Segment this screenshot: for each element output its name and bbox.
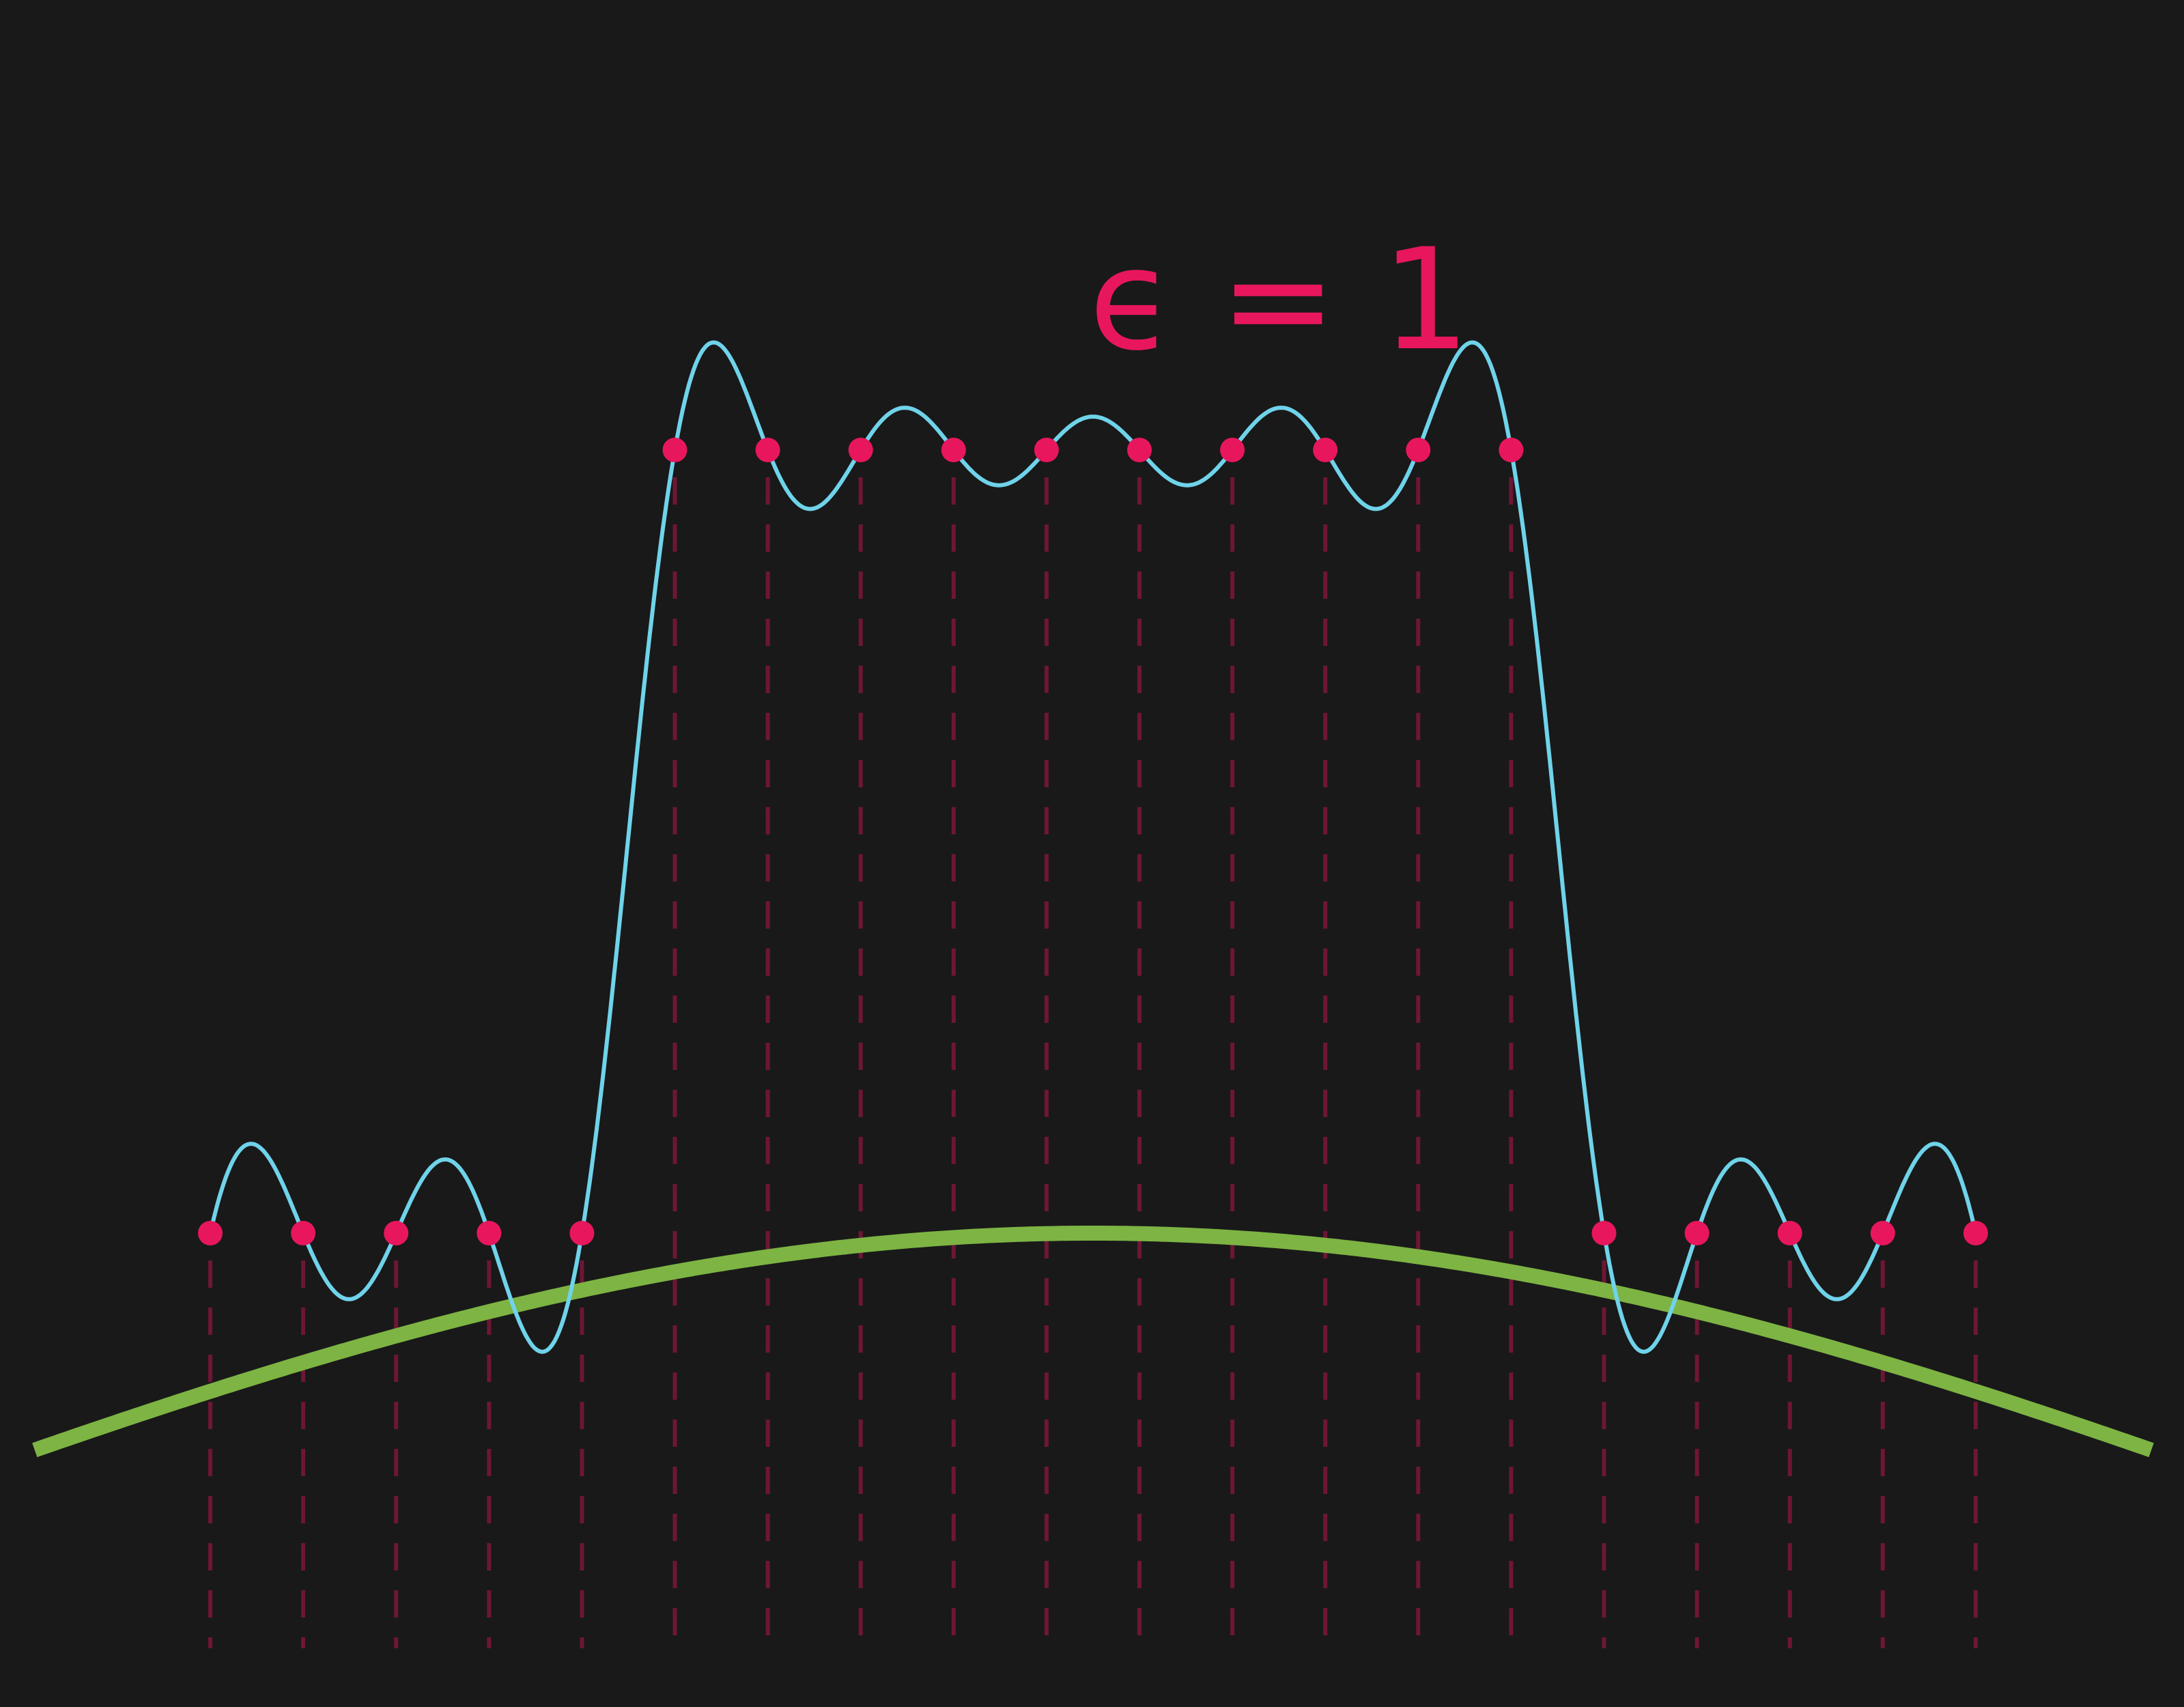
node-point bbox=[662, 438, 687, 462]
interpolant-curve bbox=[208, 340, 1978, 1354]
node-point bbox=[1870, 1221, 1895, 1245]
basis-curve bbox=[32, 1226, 2154, 1458]
epsilon-label: ϵ = 1 bbox=[1089, 219, 1471, 382]
node-point bbox=[1499, 438, 1524, 462]
node-point bbox=[569, 1221, 595, 1245]
node-point bbox=[1963, 1221, 1988, 1245]
node-point bbox=[1313, 438, 1338, 462]
node-point bbox=[291, 1221, 316, 1245]
node-point bbox=[1777, 1221, 1802, 1245]
node-point bbox=[198, 1221, 223, 1245]
node-point bbox=[755, 438, 780, 462]
node-point bbox=[1684, 1221, 1710, 1245]
node-point bbox=[941, 438, 966, 462]
node-point bbox=[848, 438, 873, 462]
node-point bbox=[1127, 438, 1152, 462]
node-point bbox=[477, 1221, 502, 1245]
node-point bbox=[1591, 1221, 1617, 1245]
node-point bbox=[1406, 438, 1431, 462]
node-point bbox=[1220, 438, 1245, 462]
node-point bbox=[1034, 438, 1059, 462]
node-point bbox=[384, 1221, 409, 1245]
